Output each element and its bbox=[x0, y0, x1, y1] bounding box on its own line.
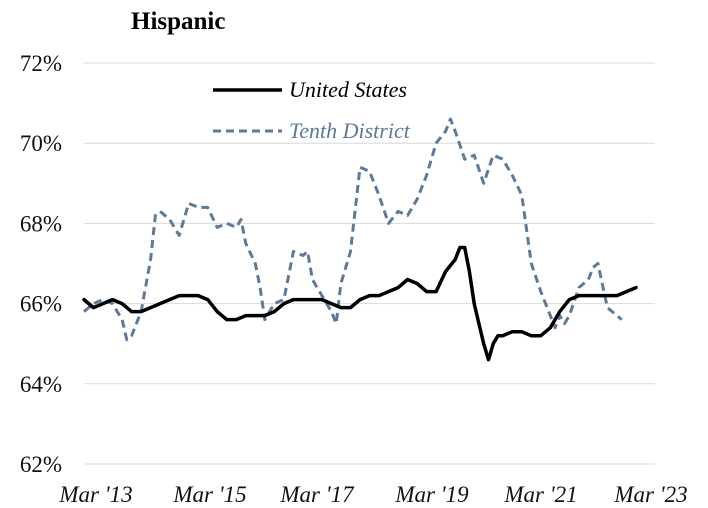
chart-title: Hispanic bbox=[131, 8, 225, 35]
y-tick-label: 72% bbox=[20, 51, 62, 76]
x-tick-label: Mar '23 bbox=[613, 482, 687, 507]
y-tick-label: 62% bbox=[20, 452, 62, 477]
x-axis-ticks: Mar '13 Mar '15 Mar '17 Mar '19 Mar '21 Mar '… bbox=[58, 482, 687, 507]
x-tick-label: Mar '13 bbox=[58, 482, 132, 507]
y-tick-label: 66% bbox=[20, 292, 62, 317]
legend-label-united-states: United States bbox=[289, 77, 407, 102]
legend: United States Tenth District bbox=[213, 77, 411, 143]
y-tick-label: 68% bbox=[20, 211, 62, 236]
y-axis-ticks: 62% 64% 66% 68% 70% 72% bbox=[20, 51, 62, 477]
y-tick-label: 64% bbox=[20, 372, 62, 397]
x-tick-label: Mar '21 bbox=[503, 482, 577, 507]
series-lines bbox=[82, 117, 638, 362]
legend-label-tenth-district: Tenth District bbox=[289, 118, 411, 143]
x-tick-label: Mar '17 bbox=[279, 482, 355, 507]
series-line-tenth-district bbox=[83, 117, 623, 342]
gridlines bbox=[84, 62, 655, 465]
x-tick-label: Mar '15 bbox=[172, 482, 246, 507]
series-line-united-states bbox=[82, 245, 638, 362]
y-tick-label: 70% bbox=[20, 131, 62, 156]
x-tick-label: Mar '19 bbox=[394, 482, 469, 507]
